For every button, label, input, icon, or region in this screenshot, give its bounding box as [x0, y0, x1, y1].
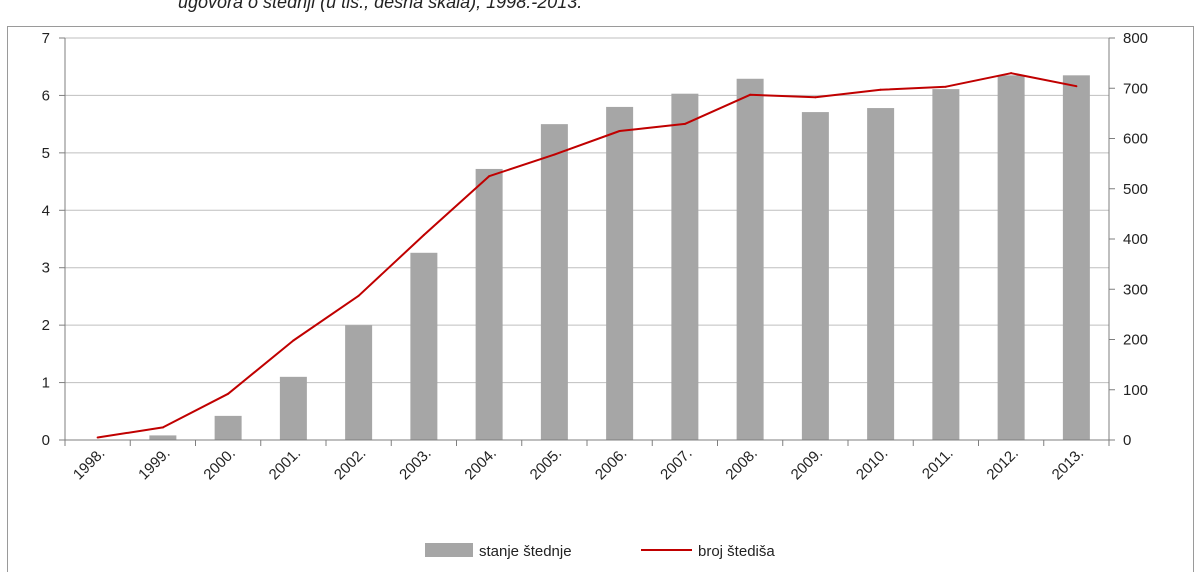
left-tick-label: 3 — [42, 260, 50, 277]
line-point — [814, 96, 817, 99]
right-tick-label: 0 — [1123, 432, 1131, 449]
line-point — [944, 85, 947, 88]
line-point — [553, 153, 556, 156]
bar — [149, 435, 177, 440]
left-tick-label: 4 — [42, 202, 50, 219]
left-tick-label: 2 — [42, 317, 50, 334]
bar — [736, 78, 764, 440]
left-tick-label: 5 — [42, 145, 50, 162]
chart-title: ugovora o štednji (u tis., desna skala),… — [178, 0, 582, 12]
left-tick-label: 7 — [42, 30, 50, 47]
left-tick-label: 0 — [42, 432, 50, 449]
bar — [932, 89, 960, 441]
right-tick-label: 600 — [1123, 131, 1148, 148]
legend-label-line: broj štediša — [698, 543, 775, 560]
line-point — [683, 122, 686, 125]
line-series-group — [96, 72, 1078, 439]
bar — [997, 75, 1025, 440]
right-tick-label: 400 — [1123, 231, 1148, 248]
bar — [540, 124, 568, 441]
left-axis-ticks: 0 1 2 3 4 5 6 7 — [42, 30, 50, 449]
right-tick-label: 500 — [1123, 181, 1148, 198]
axes — [59, 37, 1115, 446]
bar — [410, 252, 438, 440]
bar — [475, 168, 503, 441]
right-tick-label: 200 — [1123, 332, 1148, 349]
right-tick-label: 700 — [1123, 80, 1148, 97]
bar — [345, 325, 373, 440]
line-point — [879, 88, 882, 91]
right-tick-label: 100 — [1123, 382, 1148, 399]
bar-series — [149, 75, 1090, 441]
line-point — [749, 93, 752, 96]
line-point — [618, 129, 621, 132]
right-tick-label: 800 — [1123, 30, 1148, 47]
line-point — [422, 233, 425, 236]
line-point — [357, 294, 360, 297]
line-point — [1075, 85, 1078, 88]
bar — [867, 108, 895, 440]
bar — [671, 93, 699, 440]
bar — [214, 415, 242, 440]
line-point — [488, 175, 491, 178]
right-tick-label: 300 — [1123, 281, 1148, 298]
left-tick-label: 1 — [42, 375, 50, 392]
legend-label-bar: stanje štednje — [479, 543, 572, 560]
bar — [279, 376, 307, 440]
line-point — [292, 339, 295, 342]
legend: stanje štednje broj štediša — [425, 543, 775, 560]
chart-frame — [7, 26, 1194, 572]
bar — [1062, 75, 1090, 440]
bar — [801, 112, 829, 440]
right-axis-ticks: 0 100 200 300 400 500 600 700 800 — [1123, 30, 1148, 449]
bar — [606, 106, 634, 441]
left-tick-label: 6 — [42, 87, 50, 104]
line-point — [1010, 72, 1013, 75]
line-point — [227, 392, 230, 395]
line-point — [161, 426, 164, 429]
line-point — [96, 436, 99, 439]
legend-swatch-bar — [425, 543, 473, 557]
line-series — [97, 72, 1077, 439]
